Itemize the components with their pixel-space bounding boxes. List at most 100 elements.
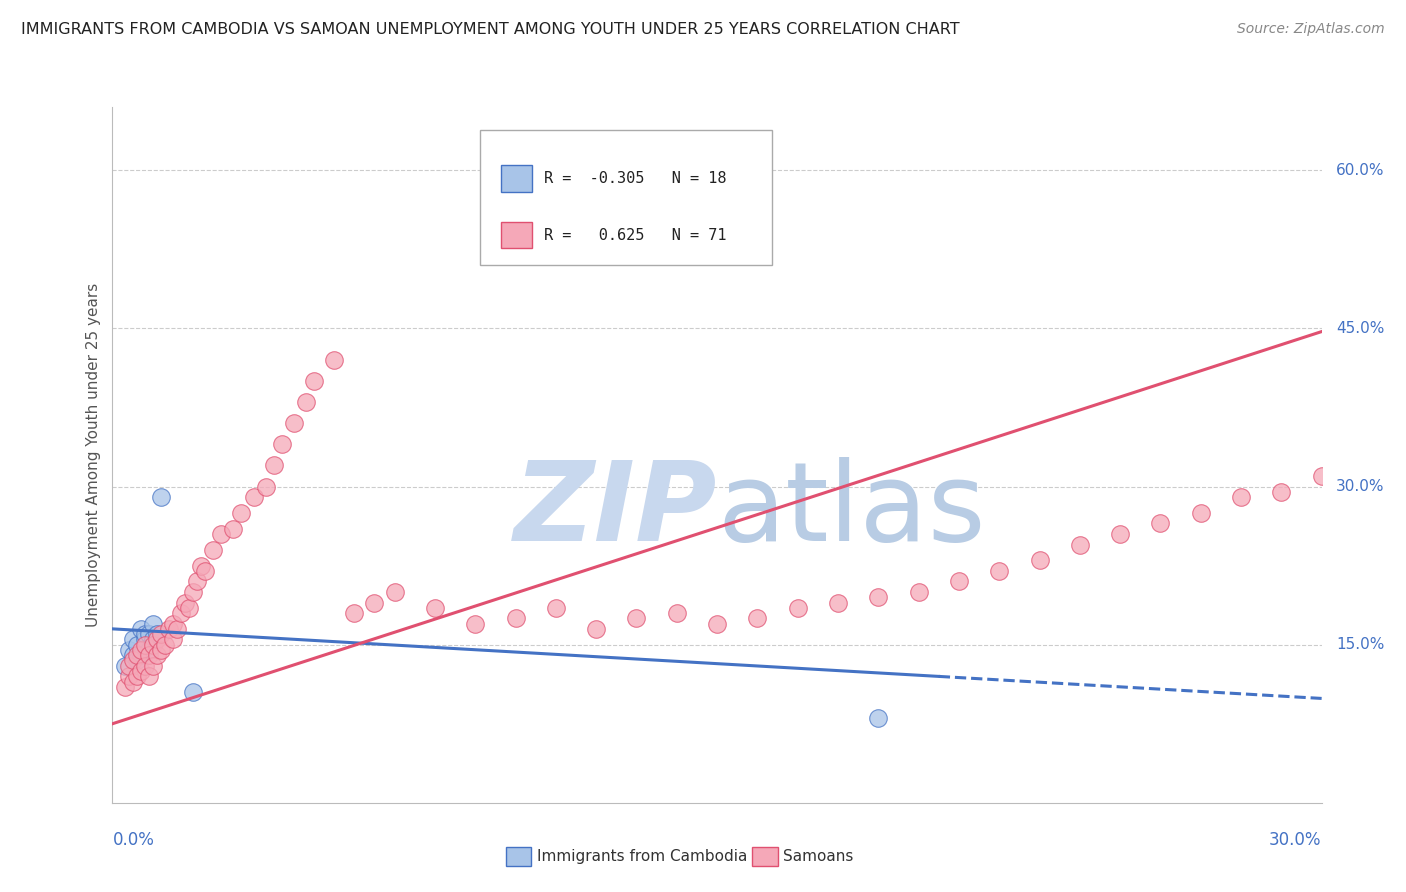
- Point: [125, 669, 148, 683]
- Text: 15.0%: 15.0%: [1336, 637, 1385, 652]
- Point: [142, 638, 165, 652]
- Point: [129, 622, 152, 636]
- Text: 30.0%: 30.0%: [1270, 830, 1322, 848]
- Point: [134, 658, 156, 673]
- Point: [254, 479, 277, 493]
- Point: [134, 627, 156, 641]
- Text: 0.0%: 0.0%: [112, 830, 155, 848]
- Point: [1391, 142, 1406, 156]
- Point: [117, 669, 139, 683]
- Point: [121, 632, 143, 647]
- Point: [827, 595, 849, 609]
- Point: [166, 622, 188, 636]
- Point: [907, 585, 929, 599]
- Point: [948, 574, 970, 589]
- Point: [786, 600, 808, 615]
- Point: [142, 658, 165, 673]
- Point: [1028, 553, 1050, 567]
- Point: [202, 542, 225, 557]
- Point: [129, 643, 152, 657]
- Point: [222, 522, 245, 536]
- Point: [121, 648, 143, 663]
- Point: [138, 643, 160, 657]
- Point: [121, 674, 143, 689]
- Text: R =  -0.305   N = 18: R = -0.305 N = 18: [544, 171, 725, 186]
- Point: [1310, 469, 1333, 483]
- Text: IMMIGRANTS FROM CAMBODIA VS SAMOAN UNEMPLOYMENT AMONG YOUTH UNDER 25 YEARS CORRE: IMMIGRANTS FROM CAMBODIA VS SAMOAN UNEMP…: [21, 22, 960, 37]
- Point: [343, 606, 366, 620]
- Point: [138, 669, 160, 683]
- Point: [263, 458, 285, 473]
- Point: [585, 622, 607, 636]
- Text: atlas: atlas: [717, 457, 986, 564]
- Point: [134, 638, 156, 652]
- Point: [138, 627, 160, 641]
- Point: [242, 490, 264, 504]
- Point: [464, 616, 486, 631]
- Point: [170, 606, 193, 620]
- Point: [162, 632, 184, 647]
- Text: Samoans: Samoans: [783, 849, 853, 863]
- Point: [186, 574, 208, 589]
- Point: [114, 680, 136, 694]
- Point: [1230, 490, 1253, 504]
- Point: [146, 648, 169, 663]
- Text: ZIP: ZIP: [513, 457, 717, 564]
- Point: [153, 638, 176, 652]
- Point: [125, 638, 148, 652]
- Point: [149, 490, 172, 504]
- Point: [423, 600, 446, 615]
- Point: [295, 395, 318, 409]
- Point: [181, 685, 204, 699]
- Point: [988, 564, 1011, 578]
- Point: [121, 653, 143, 667]
- Point: [134, 632, 156, 647]
- Point: [209, 527, 232, 541]
- Point: [125, 648, 148, 663]
- Text: R =   0.625   N = 71: R = 0.625 N = 71: [544, 227, 725, 243]
- Point: [181, 585, 204, 599]
- Point: [125, 653, 148, 667]
- Point: [142, 632, 165, 647]
- Point: [1069, 537, 1091, 551]
- Point: [283, 417, 305, 431]
- Point: [129, 648, 152, 663]
- Point: [157, 622, 180, 636]
- Point: [1189, 506, 1212, 520]
- Point: [149, 627, 172, 641]
- Point: [142, 616, 165, 631]
- Point: [706, 616, 728, 631]
- Point: [868, 711, 890, 725]
- Text: Immigrants from Cambodia: Immigrants from Cambodia: [537, 849, 748, 863]
- Point: [626, 611, 648, 625]
- Point: [270, 437, 292, 451]
- Point: [1109, 527, 1132, 541]
- Point: [146, 632, 169, 647]
- Point: [149, 643, 172, 657]
- Point: [1149, 516, 1171, 531]
- Text: 45.0%: 45.0%: [1336, 321, 1385, 336]
- Point: [117, 643, 139, 657]
- Point: [114, 658, 136, 673]
- Point: [194, 564, 217, 578]
- Text: Source: ZipAtlas.com: Source: ZipAtlas.com: [1237, 22, 1385, 37]
- Point: [138, 648, 160, 663]
- Point: [747, 611, 769, 625]
- Point: [146, 627, 169, 641]
- Point: [505, 611, 527, 625]
- Point: [129, 664, 152, 678]
- Point: [174, 595, 197, 609]
- Point: [363, 595, 385, 609]
- Point: [231, 506, 253, 520]
- Point: [323, 353, 346, 368]
- Point: [190, 558, 212, 573]
- Text: 30.0%: 30.0%: [1336, 479, 1385, 494]
- Y-axis label: Unemployment Among Youth under 25 years: Unemployment Among Youth under 25 years: [86, 283, 101, 627]
- Point: [544, 600, 567, 615]
- Point: [384, 585, 406, 599]
- Point: [1351, 142, 1374, 156]
- Point: [302, 374, 325, 388]
- Point: [177, 600, 200, 615]
- Point: [868, 591, 890, 605]
- Text: 60.0%: 60.0%: [1336, 163, 1385, 178]
